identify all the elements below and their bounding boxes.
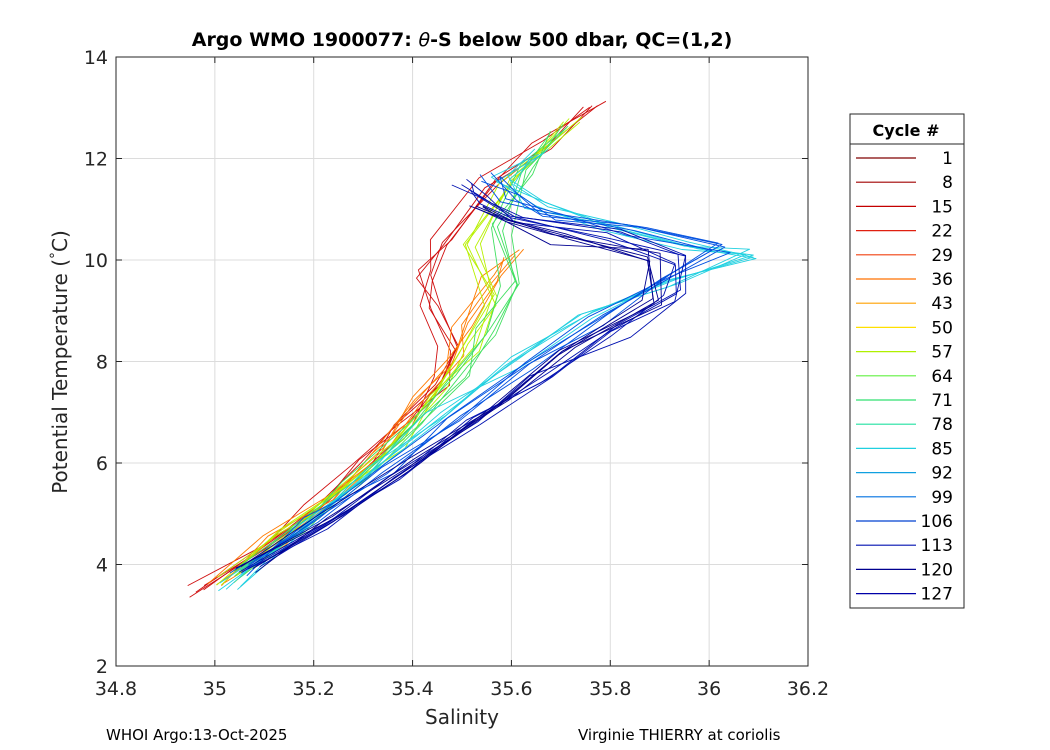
legend-label: 22 [931, 222, 953, 242]
legend: Cycle # 18152229364350576471788592991061… [849, 113, 965, 609]
legend-label: 15 [931, 197, 953, 217]
y-tick-label: 12 [84, 149, 108, 171]
legend-label: 120 [921, 560, 953, 580]
series-line [242, 174, 719, 571]
series-line [238, 182, 677, 573]
legend-label: 113 [921, 536, 953, 556]
x-tick-label: 35.4 [391, 678, 433, 700]
legend-label: 85 [931, 439, 953, 459]
series-lines [187, 100, 757, 598]
legend-label: 106 [921, 512, 953, 532]
series-line [252, 205, 655, 569]
y-tick-label: 6 [96, 453, 108, 475]
legend-title: Cycle # [873, 121, 940, 140]
series-line [235, 205, 659, 569]
series-line [233, 128, 569, 583]
legend-label: 78 [931, 415, 953, 435]
legend-label: 57 [931, 343, 953, 363]
legend-label: 99 [931, 488, 953, 508]
legend-label: 29 [931, 246, 953, 266]
x-tick-label: 35 [203, 678, 227, 700]
chart-title: Argo WMO 1900077: θ-S below 500 dbar, QC… [192, 29, 733, 51]
y-axis-label: Potential Temperature (°C) [48, 230, 72, 494]
y-tick-label: 10 [84, 250, 108, 272]
legend-label: 8 [942, 173, 953, 193]
x-tick-label: 36 [697, 678, 721, 700]
y-tick-label: 2 [96, 656, 108, 678]
series-line [255, 184, 687, 567]
x-axis: 34.8 35 35.2 35.4 35.6 35.8 36 36.2 [95, 57, 829, 700]
series-line [235, 207, 654, 569]
y-axis: 2 4 6 8 10 12 14 [84, 47, 808, 678]
legend-label: 71 [931, 391, 953, 411]
footer-author: Virginie THIERRY at coriolis [578, 726, 781, 744]
x-tick-label: 34.8 [95, 678, 137, 700]
series-line [216, 249, 520, 586]
y-tick-label: 14 [84, 47, 108, 69]
x-tick-label: 35.6 [490, 678, 532, 700]
y-tick-label: 4 [96, 555, 108, 577]
y-tick-label: 8 [96, 352, 108, 374]
series-line [229, 176, 731, 574]
legend-label: 1 [942, 149, 953, 169]
legend-label: 50 [931, 318, 953, 338]
legend-box [849, 113, 965, 609]
legend-label: 127 [921, 585, 953, 605]
x-axis-label: Salinity [425, 705, 499, 729]
x-tick-label: 36.2 [787, 678, 829, 700]
legend-label: 36 [931, 270, 953, 290]
series-line [216, 118, 570, 586]
series-line [255, 206, 662, 573]
series-line [219, 155, 754, 584]
series-line [246, 172, 723, 577]
series-line [240, 205, 651, 567]
x-tick-label: 35.2 [293, 678, 335, 700]
footer-source: WHOI Argo:13-Oct-2025 [106, 726, 288, 744]
series-line [234, 133, 551, 577]
legend-label: 43 [931, 294, 953, 314]
legend-label: 92 [931, 464, 953, 484]
legend-label: 64 [931, 367, 953, 387]
legend-entries: 1 8 15 22 29 36 43 50 57 64 71 78 85 92 99 106 113 120 127 [856, 149, 953, 605]
x-tick-label: 35.8 [589, 678, 631, 700]
